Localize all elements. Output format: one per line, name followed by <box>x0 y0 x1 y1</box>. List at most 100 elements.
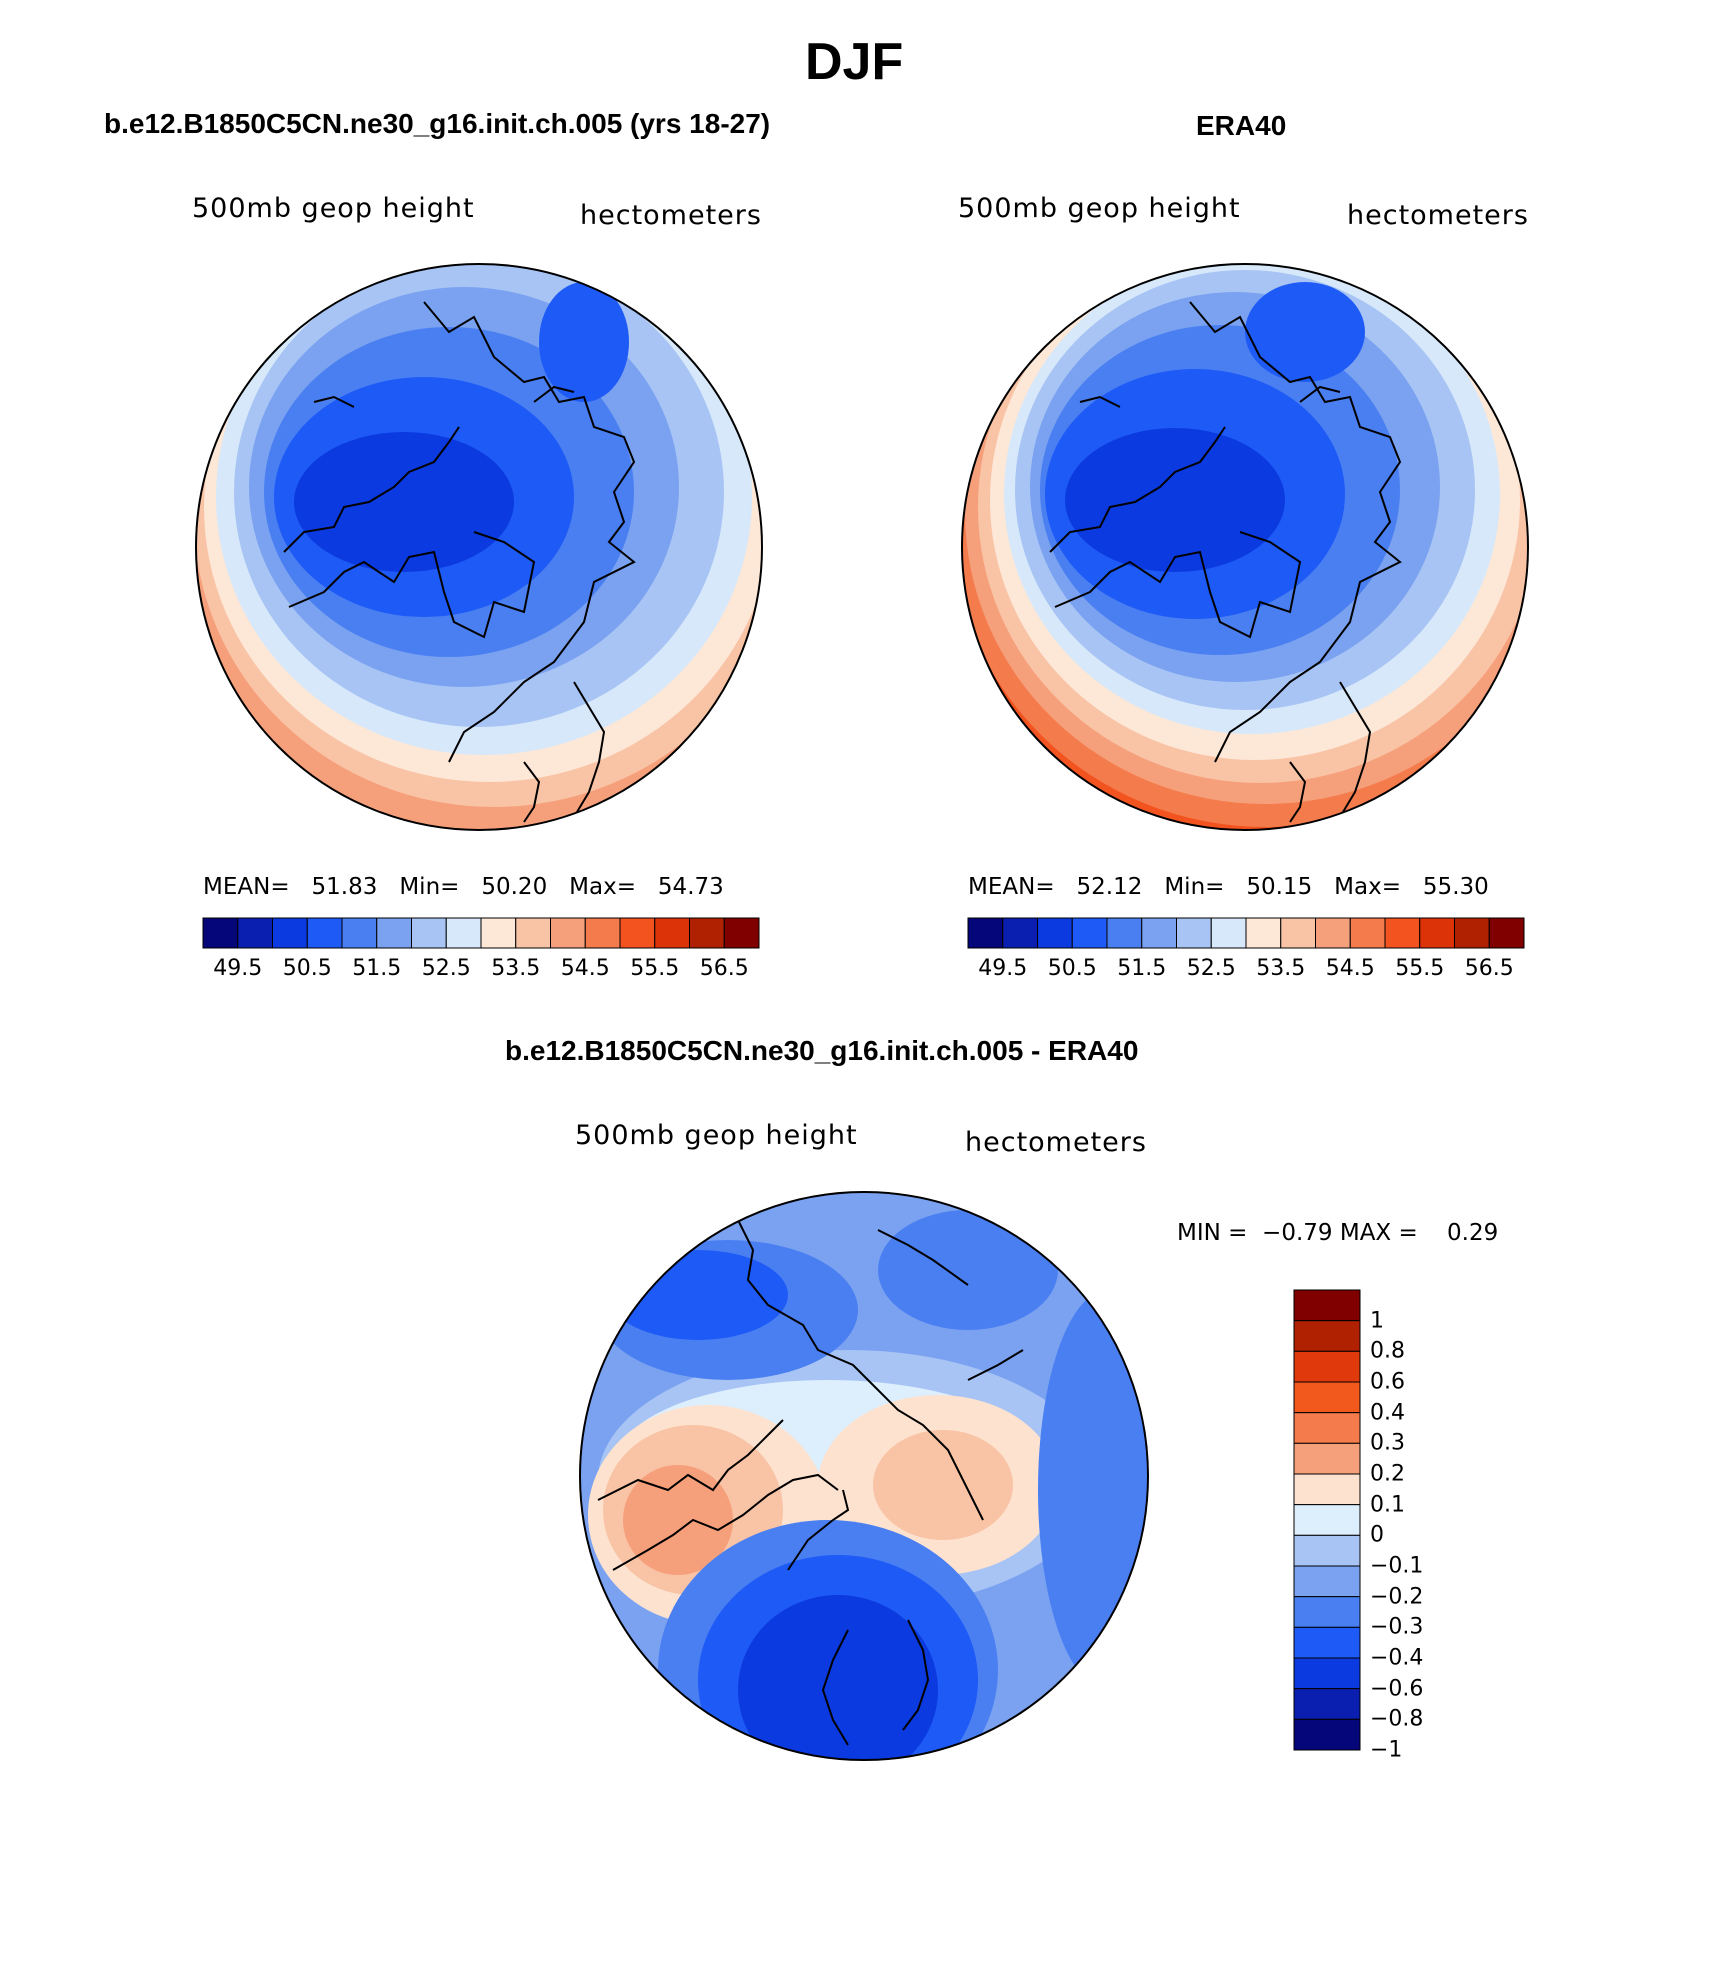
obs-colorbar-swatch-8 <box>1245 917 1282 949</box>
obs-colorbar-swatch-0 <box>967 917 1004 949</box>
model-colorbar-tick-label: 56.5 <box>699 956 749 981</box>
model-colorbar-swatch-13 <box>654 917 690 949</box>
diff-colorbar-swatch-9 <box>1293 1565 1361 1598</box>
obs-mean-value: 52.12 <box>1076 874 1143 900</box>
obs-colorbar-swatch-9 <box>1280 917 1316 949</box>
figure-title: DJF <box>805 33 904 91</box>
model-mean-label: MEAN= <box>203 874 290 900</box>
model-colorbar-tick-label: 55.5 <box>630 956 680 981</box>
model-colorbar-tick-label: 50.5 <box>282 956 332 981</box>
obs-colorbar-tick-label: 55.5 <box>1395 956 1445 981</box>
model-colorbar-swatch-1 <box>237 917 273 949</box>
obs-colorbar-swatch-6 <box>1176 917 1212 949</box>
diff-max-label: MAX = <box>1339 1220 1418 1246</box>
diff-colorbar-swatch-7 <box>1293 1504 1361 1536</box>
model-colorbar <box>202 917 760 949</box>
obs-colorbar-swatch-15 <box>1488 917 1525 949</box>
obs-colorbar-tick-label: 56.5 <box>1464 956 1514 981</box>
obs-colorbar-swatch-7 <box>1210 917 1247 949</box>
obs-colorbar-tick-label: 51.5 <box>1117 956 1167 981</box>
model-colorbar-swatch-3 <box>306 917 343 949</box>
model-colorbar-tick-label: 51.5 <box>352 956 402 981</box>
diff-colorbar-tick-label: 0.8 <box>1370 1338 1405 1364</box>
diff-min-value: −0.79 <box>1262 1220 1333 1246</box>
model-mean-value: 51.83 <box>311 874 378 900</box>
diff-coastlines <box>597 1219 1024 1746</box>
diff-colorbar-tick-label: 1 <box>1370 1308 1384 1334</box>
model-colorbar-swatch-9 <box>515 917 551 949</box>
model-stats: MEAN= 51.83 Min= 50.20 Max= 54.73 <box>203 874 724 900</box>
diff-colorbar-swatch-10 <box>1293 1596 1361 1628</box>
obs-colorbar-ticks: 49.5 50.5 51.5 52.5 53.5 54.5 55.5 56.5 <box>968 956 1524 986</box>
diff-colorbar-tick-label: 0.4 <box>1370 1400 1405 1426</box>
obs-max-value: 55.30 <box>1422 874 1489 900</box>
diff-colorbar-tick-label: −0.3 <box>1370 1614 1424 1640</box>
model-min-label: Min= <box>399 874 460 900</box>
diff-colorbar-swatch-0 <box>1293 1289 1361 1322</box>
obs-map-border <box>961 263 1529 831</box>
diff-panel-title: b.e12.B1850C5CN.ne30_g16.init.ch.005 - E… <box>505 1035 1139 1066</box>
model-colorbar-swatch-2 <box>272 917 308 949</box>
model-polar-map <box>195 263 763 831</box>
obs-colorbar-swatch-2 <box>1037 917 1073 949</box>
model-colorbar-swatch-14 <box>689 917 725 949</box>
model-colorbar-swatch-8 <box>480 917 517 949</box>
diff-colorbar-tick-label: −0.1 <box>1370 1553 1424 1579</box>
model-colorbar-swatch-10 <box>550 917 586 949</box>
diff-colorbar-swatch-6 <box>1293 1473 1361 1506</box>
diff-band-6 <box>873 1430 1013 1540</box>
model-colorbar-swatch-0 <box>202 917 239 949</box>
obs-colorbar-swatch-5 <box>1141 917 1177 949</box>
diff-band-10 <box>1038 1290 1148 1690</box>
diff-colorbar-tick-label: 0.2 <box>1370 1461 1405 1487</box>
model-max-label: Max= <box>569 874 636 900</box>
model-colorbar-swatch-11 <box>584 917 621 949</box>
obs-colorbar-tick-label: 49.5 <box>978 956 1028 981</box>
obs-colorbar-tick-label: 52.5 <box>1186 956 1236 981</box>
diff-colorbar-swatch-14 <box>1293 1718 1361 1751</box>
model-colorbar-tick-label: 53.5 <box>491 956 541 981</box>
diff-band-13 <box>738 1595 938 1760</box>
obs-band-11 <box>1245 282 1365 382</box>
obs-coastlines <box>1049 301 1402 823</box>
diff-max-value: 0.29 <box>1447 1220 1499 1246</box>
obs-units-label: hectometers <box>1347 200 1529 231</box>
obs-colorbar-swatch-4 <box>1106 917 1143 949</box>
obs-min-label: Min= <box>1164 874 1225 900</box>
obs-colorbar <box>967 917 1525 949</box>
model-colorbar-tick-label: 52.5 <box>421 956 471 981</box>
diff-colorbar-swatch-11 <box>1293 1626 1361 1659</box>
model-band-10 <box>539 282 629 402</box>
obs-colorbar-tick-label: 53.5 <box>1256 956 1306 981</box>
diff-colorbar-swatch-5 <box>1293 1442 1361 1475</box>
model-colorbar-tick-label: 54.5 <box>560 956 610 981</box>
model-colorbar-swatch-4 <box>341 917 378 949</box>
diff-units-label: hectometers <box>965 1127 1147 1158</box>
diff-colorbar-tick-label: 0.6 <box>1370 1369 1405 1395</box>
diff-colorbar-tick-label: −0.4 <box>1370 1645 1424 1671</box>
diff-colorbar <box>1293 1289 1361 1751</box>
diff-colorbar-swatch-1 <box>1293 1320 1361 1352</box>
obs-panel-title: ERA40 <box>1196 110 1287 141</box>
model-band-9 <box>294 432 514 572</box>
obs-band-10 <box>1065 428 1285 572</box>
model-colorbar-swatch-12 <box>619 917 656 949</box>
obs-colorbar-swatch-11 <box>1349 917 1386 949</box>
obs-colorbar-tick-label: 54.5 <box>1325 956 1375 981</box>
diff-colorbar-tick-label: 0.3 <box>1370 1430 1405 1456</box>
obs-colorbar-swatch-3 <box>1071 917 1108 949</box>
model-map-border <box>195 263 763 831</box>
obs-mean-label: MEAN= <box>968 874 1055 900</box>
diff-colorbar-tick-label: −0.8 <box>1370 1706 1424 1732</box>
diff-variable-label: 500mb geop height <box>575 1120 858 1151</box>
obs-polar-map <box>961 263 1529 831</box>
obs-colorbar-swatch-10 <box>1315 917 1351 949</box>
diff-stats: MIN = −0.79 MAX = 0.29 <box>1177 1220 1498 1246</box>
diff-colorbar-swatch-4 <box>1293 1412 1361 1444</box>
model-colorbar-ticks: 49.5 50.5 51.5 52.5 53.5 54.5 55.5 56.5 <box>203 956 759 986</box>
model-panel-title: b.e12.B1850C5CN.ne30_g16.init.ch.005 (yr… <box>104 108 771 139</box>
diff-colorbar-swatch-3 <box>1293 1381 1361 1414</box>
diff-colorbar-swatch-13 <box>1293 1688 1361 1720</box>
diff-colorbar-swatch-8 <box>1293 1534 1361 1567</box>
